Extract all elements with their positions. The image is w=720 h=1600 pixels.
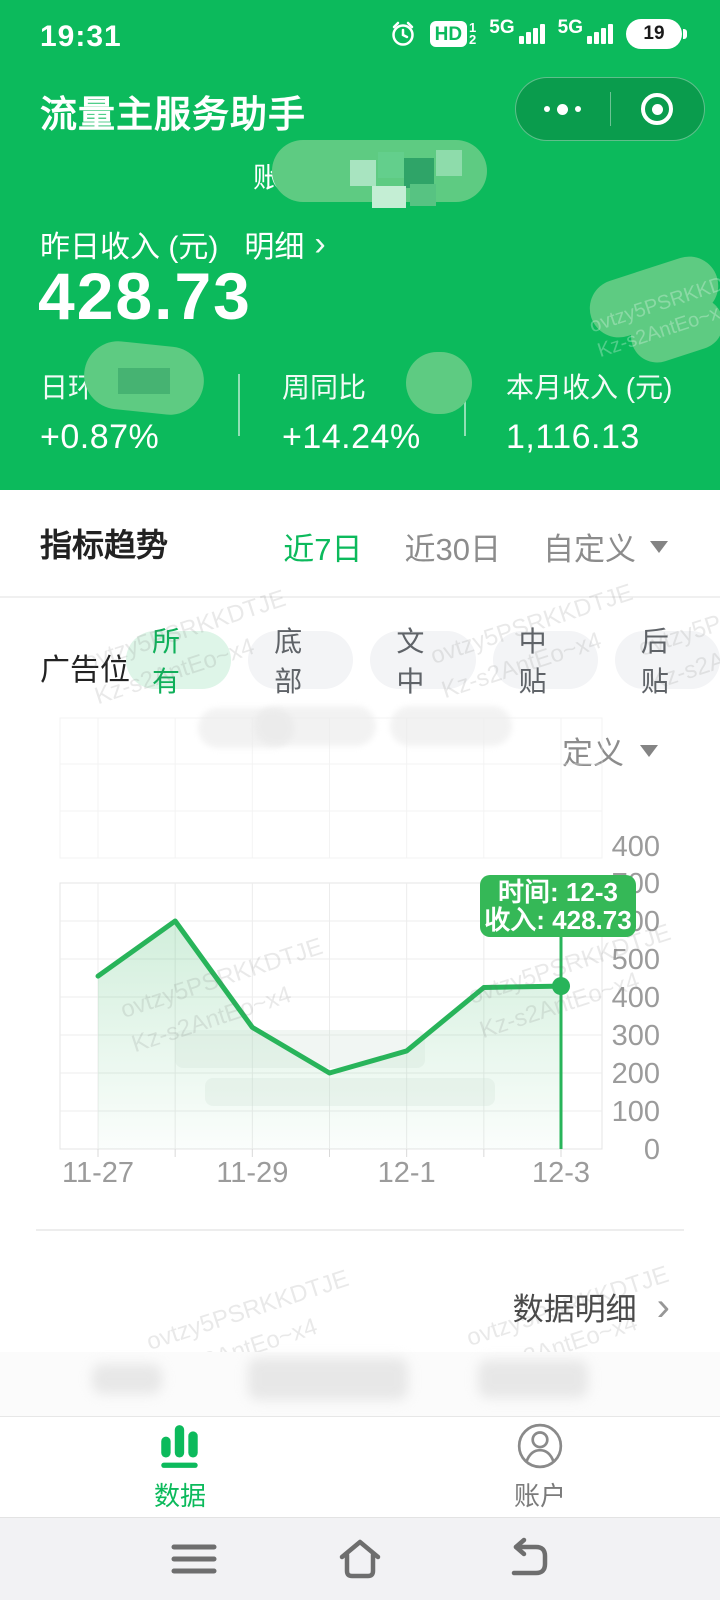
x-axis-labels: 11-27 11-29 12-1 12-3 [62, 1157, 590, 1189]
battery-icon: 19 [626, 19, 687, 49]
chevron-down-icon [650, 540, 668, 553]
home-button[interactable] [334, 1535, 386, 1583]
ad-slot-chips: 所有 底部 文中 中贴 后贴 [126, 626, 720, 697]
trend-line [95, 918, 564, 1076]
chip-mid-post[interactable]: 中贴 [492, 626, 598, 697]
income-trend-chart[interactable]: 400010020030040050060070011-2711-2912-11… [0, 700, 720, 1200]
stat-month-income: 本月收入 (元) 1,116.13 [506, 372, 673, 456]
chevron-down-icon [640, 744, 658, 757]
svg-text:11-29: 11-29 [216, 1157, 288, 1189]
tab-last-30-days[interactable]: 近30日 [404, 532, 501, 567]
chevron-right-icon: › [314, 225, 326, 263]
yesterday-income-label: 昨日收入 (元) [40, 231, 219, 264]
bottom-tab-bar: 数据 账户 [0, 1416, 720, 1517]
svg-text:300: 300 [612, 1020, 660, 1052]
chip-all[interactable]: 所有 [126, 626, 232, 697]
page-title: 流量主服务助手 [40, 94, 306, 135]
censor-blob [406, 352, 472, 414]
ghost-chip [254, 706, 376, 746]
income-detail-link[interactable]: 明细 › [244, 225, 326, 264]
android-nav-bar [0, 1517, 720, 1600]
trend-section-title: 指标趋势 [40, 527, 169, 563]
divider [36, 1229, 684, 1231]
svg-text:200: 200 [612, 1058, 660, 1090]
tab-data[interactable]: 数据 [0, 1417, 360, 1517]
svg-text:12-3: 12-3 [532, 1157, 590, 1189]
ellipsis-icon [544, 103, 582, 115]
data-detail-link[interactable]: 数据明细 › [512, 1284, 670, 1329]
ghost-chip [390, 706, 512, 746]
stat-week-over-week: 周同比 +14.24% [282, 372, 421, 456]
income-amount: 428.73 [38, 259, 252, 333]
chip-bottom[interactable]: 底部 [248, 626, 354, 697]
ad-slot-label: 广告位 [40, 654, 130, 687]
blurred-strip [0, 1352, 720, 1416]
selected-point-dot [552, 977, 570, 996]
svg-text:0: 0 [644, 1134, 660, 1166]
back-button[interactable] [500, 1536, 552, 1582]
svg-text:100: 100 [612, 1096, 660, 1128]
menu-button[interactable] [168, 1537, 220, 1581]
svg-text:400: 400 [612, 831, 660, 863]
chevron-right-icon: › [656, 1284, 670, 1329]
statusbar-time: 19:31 [40, 20, 122, 53]
bar-chart-icon [161, 1425, 198, 1468]
chip-post-roll[interactable]: 后贴 [614, 626, 720, 697]
alarm-clock-icon [391, 21, 414, 46]
tab-account[interactable]: 账户 [360, 1417, 720, 1517]
svg-text:400: 400 [612, 982, 660, 1014]
chart-tooltip: 时间: 12-3 收入: 428.73 [480, 875, 636, 937]
svg-text:时间: 12-3: 时间: 12-3 [498, 877, 618, 907]
miniprogram-capsule [515, 77, 705, 141]
divider [0, 596, 720, 598]
signal-5g-icon-2: 5G [558, 18, 613, 44]
target-circle-icon [641, 93, 674, 125]
close-capsule-button[interactable] [611, 78, 705, 140]
tab-last-7-days[interactable]: 近7日 [283, 532, 363, 567]
signal-5g-icon: 5G [489, 18, 545, 44]
ghost-grid [59, 717, 603, 859]
svg-text:12-1: 12-1 [378, 1157, 436, 1189]
tab-custom-range[interactable]: 自定义 [543, 524, 668, 569]
svg-text:500: 500 [612, 944, 660, 976]
svg-text:收入: 428.73: 收入: 428.73 [484, 905, 631, 935]
ghost-custom-dropdown[interactable]: 定义 [562, 728, 658, 773]
more-button[interactable] [516, 78, 610, 140]
person-icon [517, 1423, 563, 1469]
chip-in-article[interactable]: 文中 [370, 626, 476, 697]
date-range-tabs: 近7日 近30日 自定义 [283, 524, 668, 569]
svg-text:11-27: 11-27 [62, 1157, 134, 1189]
